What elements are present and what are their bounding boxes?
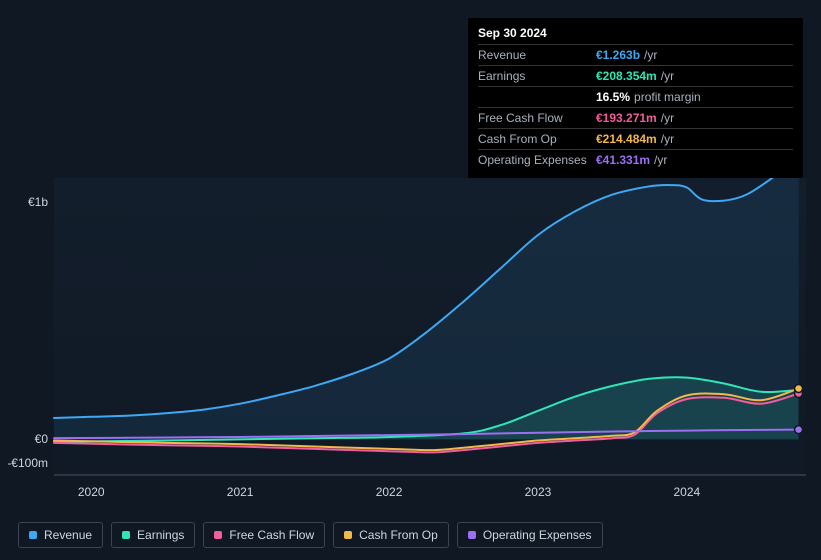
tooltip-unit: profit margin (634, 90, 701, 104)
legend-earnings-button[interactable]: Earnings (111, 522, 195, 548)
tooltip-unit: /yr (661, 132, 674, 146)
tooltip-value: €41.331m (596, 153, 650, 167)
x-tick-label: 2021 (220, 485, 260, 499)
tooltip-value: €193.271m (596, 111, 657, 125)
tooltip-date: Sep 30 2024 (478, 24, 793, 45)
tooltip-value: €214.484m (596, 132, 657, 146)
y-tick-label: €1b (0, 195, 48, 209)
chart-container: €1b €0 -€100m 2020 2021 2022 2023 2024 Sep 30 … (0, 0, 821, 560)
tooltip-value: €208.354m (596, 69, 657, 83)
legend-swatch (344, 531, 352, 539)
y-tick-label: -€100m (0, 456, 48, 470)
legend-label: Cash From Op (359, 528, 438, 542)
tooltip-value: 16.5% (596, 90, 630, 104)
x-tick-label: 2022 (369, 485, 409, 499)
legend-label: Revenue (44, 528, 92, 542)
x-tick-label: 2020 (71, 485, 111, 499)
tooltip-label: Free Cash Flow (478, 111, 596, 125)
x-tick-label: 2023 (518, 485, 558, 499)
tooltip-row: 16.5% profit margin (478, 87, 793, 108)
legend-cfo-button[interactable]: Cash From Op (333, 522, 449, 548)
tooltip-row: Revenue€1.263b/yr (478, 45, 793, 66)
tooltip-label: Cash From Op (478, 132, 596, 146)
tooltip-row: Free Cash Flow€193.271m/yr (478, 108, 793, 129)
tooltip-row: Cash From Op€214.484m/yr (478, 129, 793, 150)
tooltip-unit: /yr (661, 69, 674, 83)
legend-swatch (122, 531, 130, 539)
tooltip-label (478, 90, 596, 104)
tooltip-label: Revenue (478, 48, 596, 62)
tooltip-label: Operating Expenses (478, 153, 596, 167)
x-tick-label: 2024 (667, 485, 707, 499)
legend-swatch (214, 531, 222, 539)
tooltip-label: Earnings (478, 69, 596, 83)
tooltip-value: €1.263b (596, 48, 640, 62)
tooltip-row: Operating Expenses€41.331m/yr (478, 150, 793, 170)
tooltip-unit: /yr (661, 111, 674, 125)
legend-revenue-button[interactable]: Revenue (18, 522, 103, 548)
legend-label: Free Cash Flow (229, 528, 314, 542)
tooltip-unit: /yr (644, 48, 657, 62)
tooltip-row: Earnings€208.354m/yr (478, 66, 793, 87)
legend-opex-button[interactable]: Operating Expenses (457, 522, 603, 548)
hover-tooltip: Sep 30 2024 Revenue€1.263b/yrEarnings€20… (468, 18, 803, 178)
legend-fcf-button[interactable]: Free Cash Flow (203, 522, 325, 548)
legend-label: Operating Expenses (483, 528, 592, 542)
legend-swatch (29, 531, 37, 539)
y-tick-label: €0 (0, 432, 48, 446)
tooltip-unit: /yr (654, 153, 667, 167)
legend-label: Earnings (137, 528, 184, 542)
legend-bar: Revenue Earnings Free Cash Flow Cash From O… (18, 522, 603, 548)
legend-swatch (468, 531, 476, 539)
